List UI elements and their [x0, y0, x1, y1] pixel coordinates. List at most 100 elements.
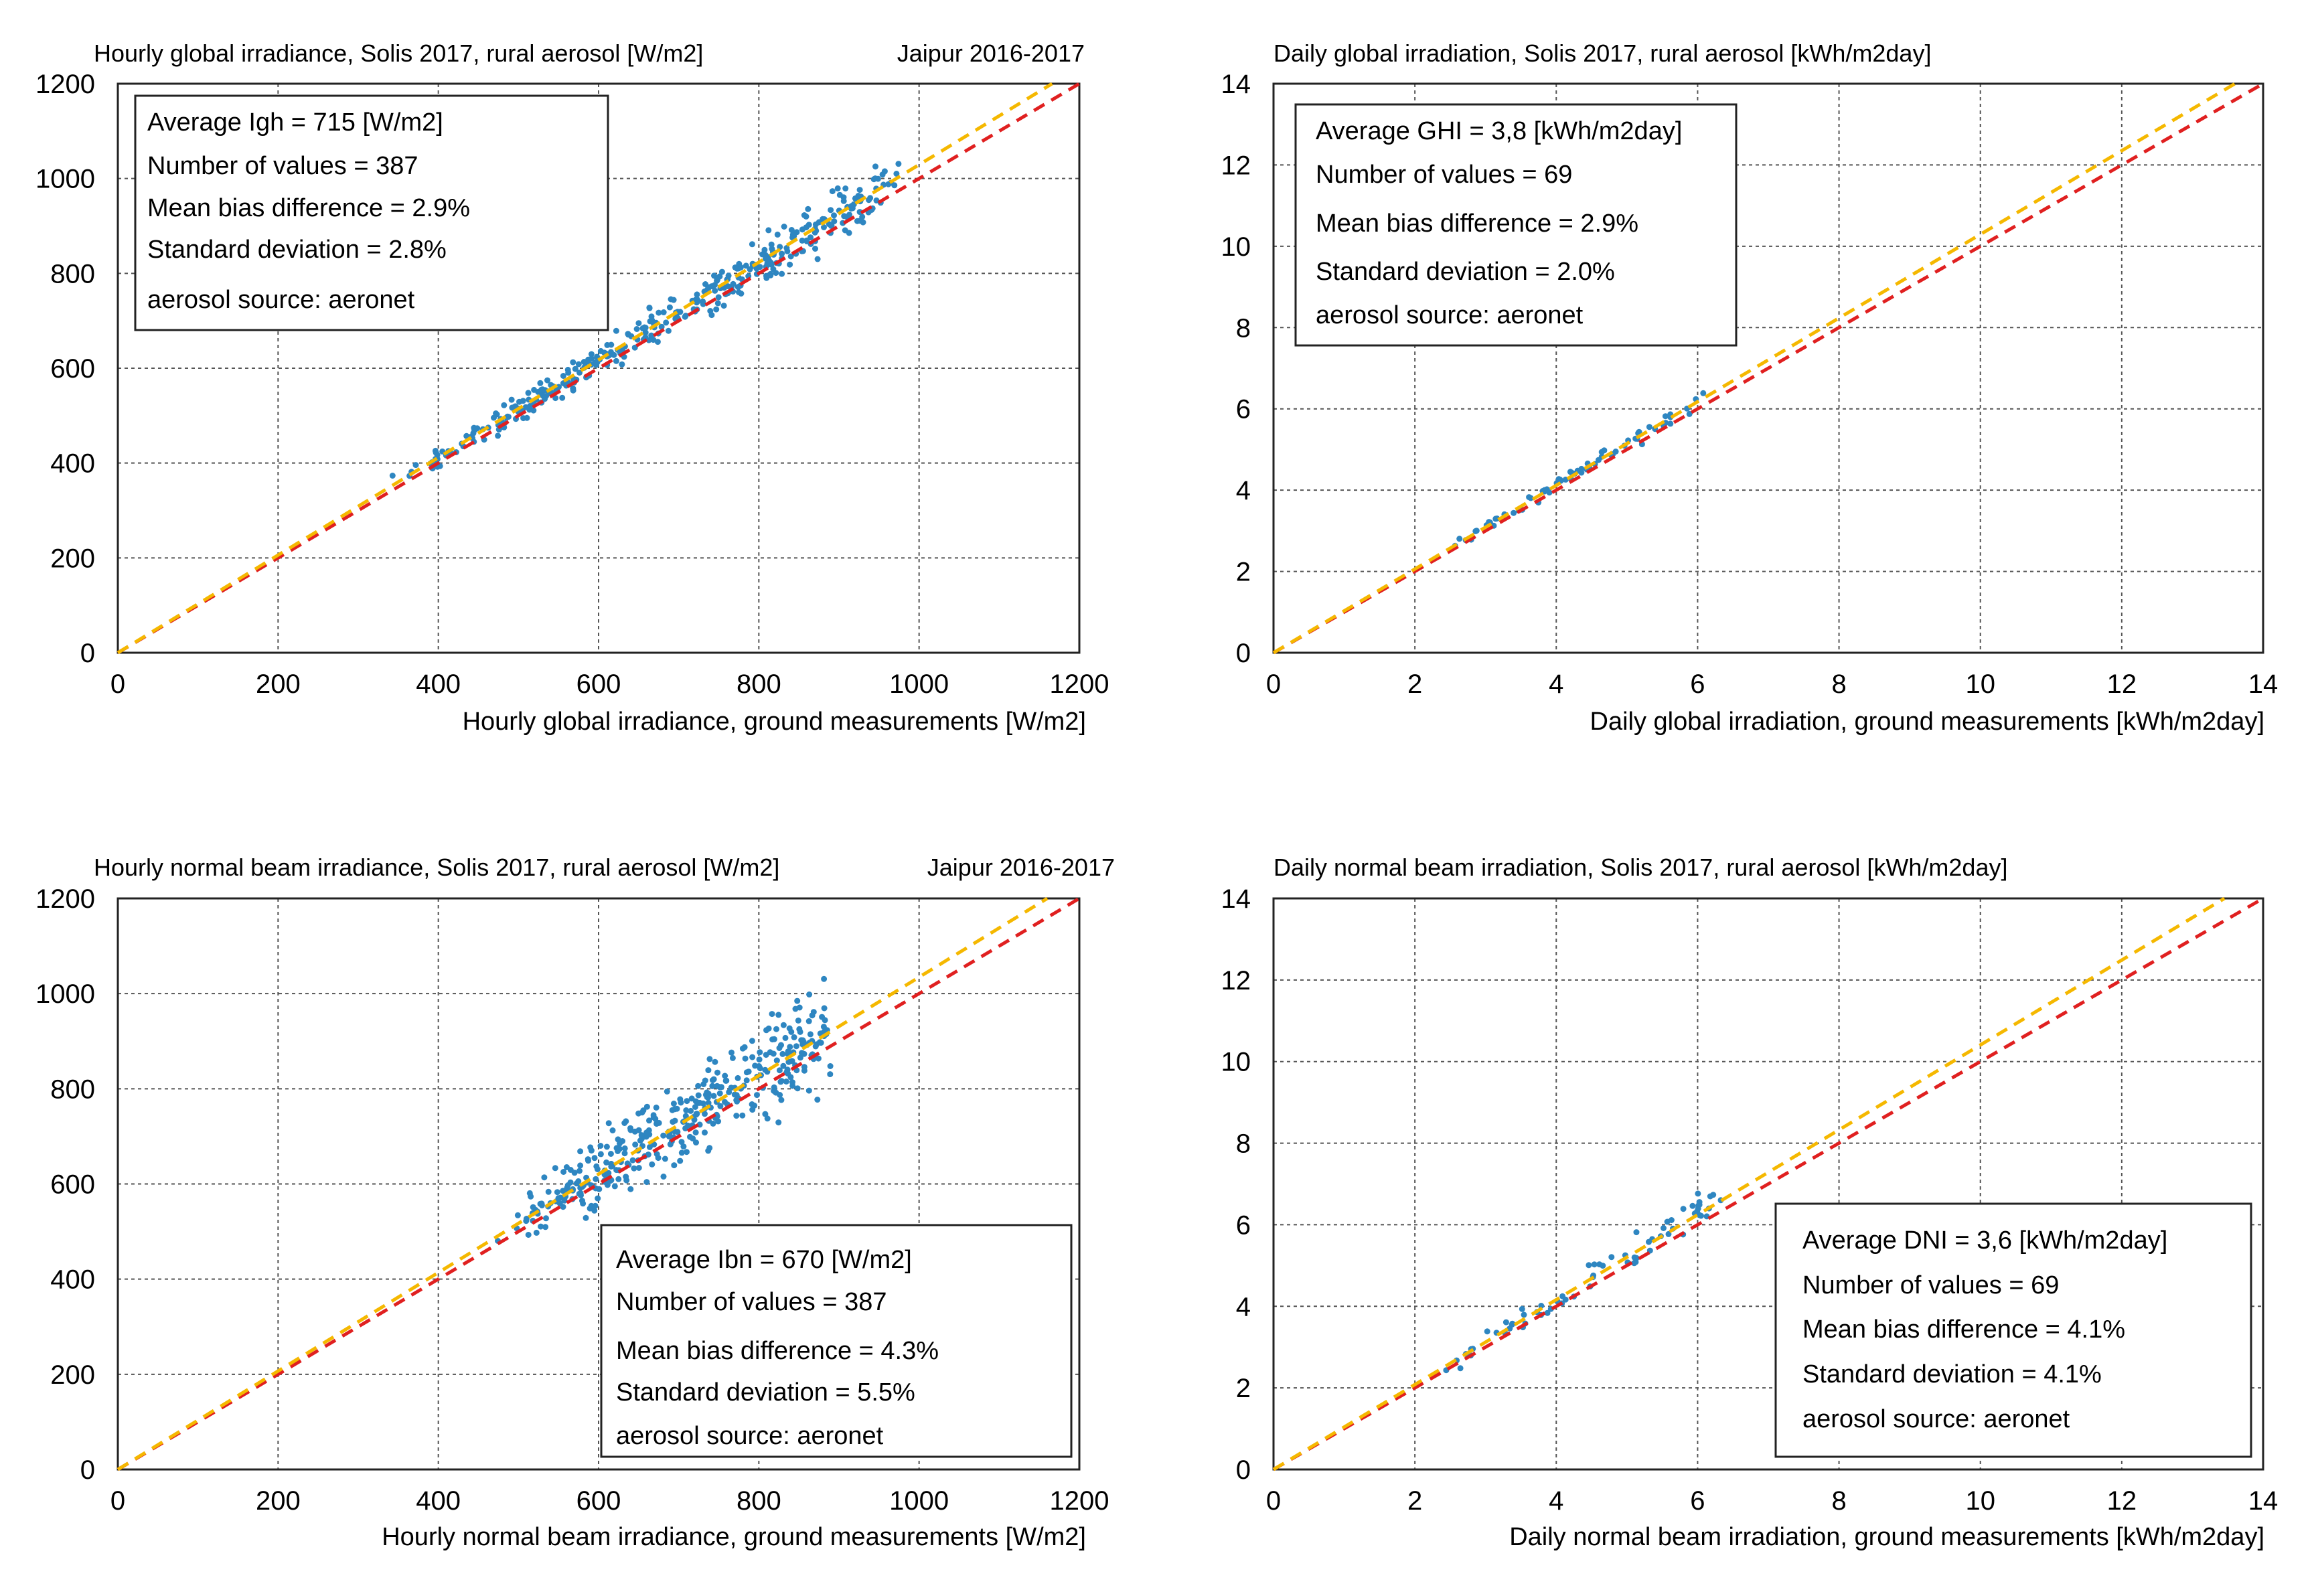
data-point	[761, 246, 768, 253]
stats-line: Average Ibn = 670 [W/m2]	[616, 1246, 912, 1274]
data-point	[771, 1036, 777, 1042]
data-point	[627, 1127, 634, 1133]
stats-line: aerosol source: aeronet	[1316, 301, 1584, 329]
data-point	[627, 1186, 634, 1192]
data-point	[783, 245, 790, 251]
data-point	[677, 1158, 684, 1164]
data-point	[573, 1180, 580, 1187]
data-point	[433, 449, 439, 456]
data-point	[1544, 1309, 1551, 1316]
data-point	[508, 396, 515, 403]
data-point	[1555, 476, 1562, 483]
data-point	[714, 1069, 720, 1076]
data-point	[1680, 1206, 1687, 1212]
data-point	[806, 991, 813, 998]
data-point	[615, 1148, 621, 1154]
data-point	[1710, 1192, 1717, 1198]
data-point	[587, 1144, 594, 1151]
data-point	[709, 1077, 716, 1083]
stats-line: Number of values = 69	[1802, 1271, 2059, 1299]
x-tick-label: 200	[256, 669, 301, 699]
data-point	[893, 171, 900, 177]
data-point	[593, 1176, 599, 1182]
data-point	[726, 1089, 733, 1095]
x-tick-label: 400	[416, 1486, 461, 1516]
y-tick-label: 1000	[35, 979, 95, 1009]
data-point	[787, 261, 793, 268]
x-axis-label: Daily normal beam irradiation, ground me…	[1509, 1523, 2264, 1551]
x-tick-label: 0	[1266, 669, 1281, 699]
data-point	[1600, 1263, 1606, 1269]
data-point	[624, 1160, 631, 1167]
data-point	[682, 313, 689, 319]
data-point	[702, 1091, 709, 1098]
data-point	[1665, 1230, 1672, 1237]
x-tick-label: 800	[737, 669, 781, 699]
data-point	[1502, 1319, 1509, 1326]
y-tick-label: 6	[1236, 395, 1251, 424]
data-point	[667, 1141, 674, 1147]
data-point	[789, 1058, 795, 1064]
data-point	[812, 1043, 819, 1050]
y-tick-label: 10	[1221, 1048, 1251, 1077]
data-point	[635, 320, 642, 327]
data-point	[820, 1024, 827, 1030]
data-point	[635, 1165, 642, 1171]
data-point	[540, 392, 546, 399]
x-tick-label: 1200	[1050, 1486, 1109, 1516]
data-point	[780, 1062, 787, 1069]
data-point	[656, 1119, 662, 1126]
data-point	[700, 298, 706, 305]
data-point	[787, 1074, 794, 1081]
data-point	[801, 1064, 807, 1070]
data-point	[530, 1204, 536, 1210]
data-point	[625, 331, 631, 337]
data-point	[743, 1069, 750, 1076]
data-point	[722, 1099, 728, 1105]
stats-line: Mean bias difference = 2.9%	[1316, 210, 1638, 238]
data-point	[735, 284, 742, 291]
data-point	[623, 1177, 630, 1184]
y-tick-label: 200	[50, 544, 95, 573]
data-point	[694, 291, 700, 298]
stats-line: Mean bias difference = 4.1%	[1802, 1315, 2125, 1344]
data-point	[729, 1054, 736, 1061]
x-tick-label: 8	[1831, 1486, 1846, 1516]
data-point	[768, 261, 775, 268]
data-point	[797, 1028, 803, 1035]
data-point	[412, 462, 419, 469]
x-tick-label: 200	[256, 1486, 301, 1516]
data-point	[791, 1034, 797, 1040]
data-point	[577, 1190, 584, 1196]
data-point	[560, 1169, 567, 1175]
data-point	[733, 1097, 740, 1103]
data-point	[650, 1112, 657, 1119]
data-point	[666, 1133, 672, 1139]
data-point	[621, 1145, 628, 1151]
data-point	[660, 1174, 667, 1180]
stats-line: aerosol source: aeronet	[616, 1422, 884, 1450]
data-point	[615, 1176, 622, 1182]
scatter-points	[495, 975, 834, 1244]
data-point	[709, 1083, 716, 1089]
data-point	[757, 1065, 763, 1072]
data-point	[597, 1151, 604, 1158]
data-point	[717, 1103, 724, 1109]
data-point	[856, 209, 863, 216]
x-tick-label: 8	[1831, 669, 1846, 699]
data-point	[1484, 1328, 1490, 1335]
plot-frame	[1272, 82, 2264, 654]
data-point	[597, 1143, 604, 1149]
data-point	[635, 1110, 642, 1117]
data-point	[776, 1067, 783, 1074]
stats-line: Mean bias difference = 2.9%	[147, 194, 470, 222]
data-point	[629, 1157, 636, 1164]
data-point	[779, 250, 785, 257]
data-point	[664, 1088, 670, 1095]
data-point	[826, 221, 832, 228]
data-point	[678, 1149, 685, 1156]
data-point	[556, 384, 562, 390]
data-point	[827, 1063, 834, 1069]
data-point	[700, 1100, 706, 1107]
data-point	[495, 432, 502, 439]
